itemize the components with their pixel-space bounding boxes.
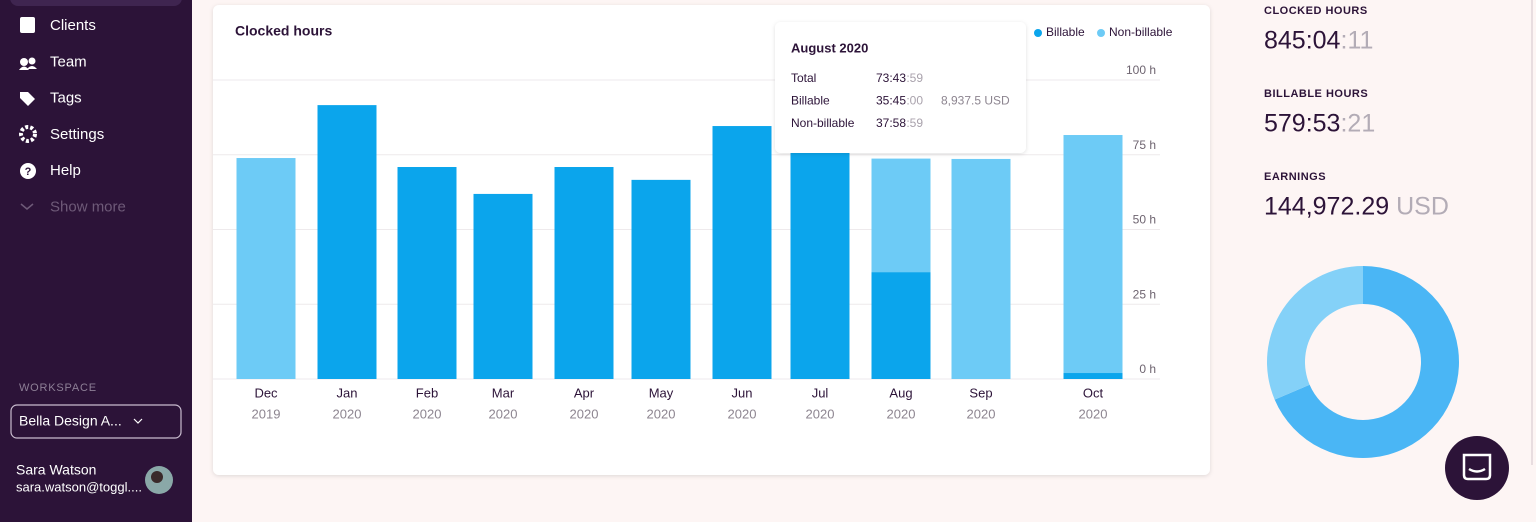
x-tick-label: May (649, 385, 674, 400)
nav-item[interactable]: Tags (50, 90, 82, 107)
workspace-label: WORKSPACE (19, 382, 97, 394)
stat-label: BILLABLE HOURS (1264, 88, 1368, 100)
x-tick-year: 2020 (887, 406, 916, 421)
nav-item[interactable]: Team (50, 53, 87, 70)
y-tick-label: 100 h (1126, 63, 1156, 77)
tooltip-label: Total (791, 71, 816, 85)
stat-suffix: :21 (1340, 110, 1375, 138)
stat-value: 144,972.29 (1264, 193, 1389, 221)
chat-icon (1462, 453, 1492, 481)
clients-icon (20, 17, 35, 33)
help-icon-glyph: ? (25, 166, 32, 178)
nav-item[interactable]: Settings (50, 126, 104, 143)
y-tick-label: 0 h (1139, 362, 1156, 376)
nav-item[interactable]: Show more (50, 198, 126, 215)
bar-segment[interactable] (871, 272, 931, 379)
x-tick-year: 2020 (570, 406, 599, 421)
chat-icon (1468, 467, 1486, 473)
x-tick-year: 2020 (647, 406, 676, 421)
chat-button[interactable] (1445, 436, 1509, 500)
team-icon (28, 57, 36, 65)
tooltip-time: 73:43 (876, 71, 906, 85)
bar-segment[interactable] (1063, 373, 1123, 379)
bar-segment[interactable] (951, 158, 1011, 379)
tooltip-label: Billable (791, 94, 830, 108)
x-tick-label: Jun (732, 385, 753, 400)
settings-icon (19, 125, 37, 143)
legend-dot (1097, 29, 1106, 37)
bar-segment[interactable] (790, 139, 850, 379)
donut-slice (1274, 266, 1459, 459)
tooltip-label: Non-billable (791, 116, 855, 130)
x-tick-year: 2020 (489, 406, 518, 421)
x-tick-label: Aug (889, 385, 912, 400)
stat-suffix: :11 (1341, 27, 1374, 55)
x-tick-label: Dec (254, 385, 278, 400)
legend-dot (1034, 29, 1042, 37)
stat-label: CLOCKED HOURS (1264, 5, 1368, 17)
tooltip (775, 22, 1026, 153)
tooltip-seconds: :00 (906, 94, 923, 108)
nav-item[interactable]: Clients (50, 17, 96, 34)
y-tick-label: 75 h (1133, 138, 1156, 152)
x-tick-label: Mar (492, 385, 515, 400)
tooltip-title: August 2020 (791, 40, 868, 55)
x-tick-label: Feb (416, 385, 438, 400)
bar-segment[interactable] (631, 179, 691, 379)
dropdown-arrow (133, 418, 143, 424)
x-tick-label: Jul (812, 385, 829, 400)
x-tick-year: 2019 (252, 406, 281, 421)
bar-segment[interactable] (473, 193, 533, 379)
x-tick-year: 2020 (333, 406, 362, 421)
stat-suffix: USD (1396, 193, 1449, 221)
chart-title: Clocked hours (235, 23, 332, 39)
stat-value: 579:53 (1264, 110, 1340, 138)
bar-segment[interactable] (236, 158, 296, 379)
y-tick-label: 50 h (1133, 213, 1156, 227)
x-tick-label: Apr (574, 385, 595, 400)
scrollbar (1531, 0, 1533, 465)
x-tick-label: Oct (1083, 385, 1104, 400)
x-tick-year: 2020 (967, 406, 996, 421)
user-email: sara.watson@toggl.... (16, 479, 142, 494)
bar-segment[interactable] (712, 126, 772, 380)
tooltip-amount: 8,937.5 USD (941, 94, 1010, 108)
avatar-face (151, 471, 163, 483)
bar-segment[interactable] (317, 105, 377, 379)
x-tick-label: Jan (337, 385, 358, 400)
active-item[interactable] (10, 0, 182, 6)
help-icon (20, 163, 36, 179)
user-name: Sara Watson (16, 462, 96, 478)
legend-label: Non-billable (1109, 25, 1173, 39)
bar-segment[interactable] (871, 158, 931, 273)
x-tick-year: 2020 (1079, 406, 1108, 421)
workspace-name[interactable]: Bella Design A... (19, 413, 122, 429)
x-tick-year: 2020 (806, 406, 835, 421)
tooltip-seconds: :59 (906, 116, 923, 130)
workspace-select[interactable] (10, 404, 182, 439)
bar-segment[interactable] (554, 167, 614, 379)
tags-icon (20, 92, 35, 106)
x-tick-year: 2020 (728, 406, 757, 421)
x-tick-label: Sep (969, 385, 992, 400)
donut-slice (1267, 266, 1363, 400)
tooltip-seconds: :59 (906, 71, 923, 85)
stat-value: 845:04 (1264, 27, 1341, 55)
tooltip-time: 35:45 (876, 94, 906, 108)
nav-item[interactable]: Help (50, 162, 81, 179)
y-tick-label: 25 h (1133, 287, 1156, 301)
bar-segment[interactable] (1063, 135, 1123, 374)
team-icon (19, 66, 37, 70)
team-icon (20, 58, 28, 66)
sidebar (0, 0, 192, 522)
x-tick-year: 2020 (413, 406, 442, 421)
tooltip-time: 37:58 (876, 116, 906, 130)
bar-segment[interactable] (397, 167, 457, 379)
show-more-icon (20, 203, 34, 210)
legend-label: Billable (1046, 25, 1085, 39)
stat-label: EARNINGS (1264, 171, 1326, 183)
